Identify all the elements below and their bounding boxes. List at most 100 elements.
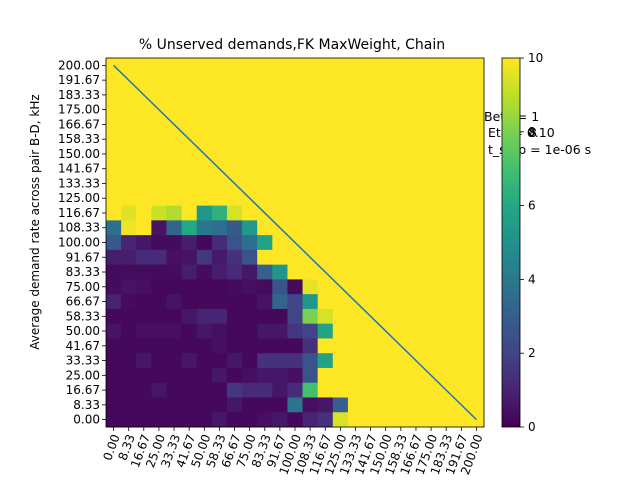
heatmap-cell <box>121 117 137 133</box>
heatmap-cell <box>106 279 122 295</box>
heatmap-cell <box>226 294 243 310</box>
heatmap-cell <box>181 367 198 384</box>
heatmap-cell <box>363 412 379 428</box>
heatmap-cell <box>408 190 424 206</box>
y-tick-label: 41.67 <box>66 339 100 353</box>
heatmap-cell <box>166 87 182 103</box>
heatmap-cell <box>408 249 424 266</box>
heatmap-cell <box>378 161 394 177</box>
heatmap-cell <box>453 353 470 369</box>
heatmap-cell <box>423 264 440 280</box>
heatmap-cell <box>136 323 152 339</box>
heatmap-cell <box>166 72 182 88</box>
heatmap-cell <box>393 205 409 221</box>
heatmap-cell <box>347 279 364 295</box>
heatmap-cell <box>393 58 409 74</box>
heatmap-cell <box>211 220 228 236</box>
heatmap-cell <box>317 397 334 413</box>
heatmap-cell <box>347 323 364 339</box>
heatmap-cell <box>347 146 364 162</box>
heatmap-cell <box>151 161 167 177</box>
heatmap-cell <box>302 190 319 206</box>
heatmap-cell <box>226 308 243 325</box>
heatmap-cell <box>347 102 364 118</box>
heatmap-cell <box>302 235 319 251</box>
heatmap-cell <box>317 323 334 339</box>
heatmap-cell <box>242 146 258 162</box>
heatmap-cell <box>181 382 198 398</box>
heatmap-cell <box>257 176 273 192</box>
heatmap-cell <box>347 338 364 354</box>
heatmap-cell <box>408 294 424 310</box>
heatmap-cell <box>468 367 485 384</box>
heatmap-cell <box>136 176 152 192</box>
heatmap-cell <box>272 131 288 147</box>
heatmap-cell <box>393 131 409 147</box>
heatmap-cell <box>378 294 394 310</box>
heatmap-cell <box>423 117 440 133</box>
heatmap-cell <box>468 294 485 310</box>
heatmap-cell <box>106 117 122 133</box>
heatmap-cell <box>408 279 424 295</box>
heatmap-cell <box>196 131 213 147</box>
heatmap-cell <box>453 102 470 118</box>
heatmap-cell <box>181 308 198 325</box>
heatmap-cell <box>347 235 364 251</box>
heatmap-cell <box>317 279 334 295</box>
heatmap-cell <box>121 264 137 280</box>
heatmap-cell <box>242 87 258 103</box>
heatmap-cell <box>378 205 394 221</box>
heatmap-cell <box>226 235 243 251</box>
heatmap-cell <box>211 264 228 280</box>
heatmap-cell <box>257 87 273 103</box>
heatmap-cell <box>136 397 152 413</box>
heatmap-cell <box>468 353 485 369</box>
heatmap-cell <box>151 249 167 266</box>
heatmap-cell <box>151 279 167 295</box>
heatmap-cell <box>453 308 470 325</box>
heatmap-cell <box>332 308 349 325</box>
heatmap-cell <box>136 190 152 206</box>
heatmap-cell <box>151 117 167 133</box>
heatmap-cell <box>317 87 334 103</box>
heatmap-cell <box>408 235 424 251</box>
heatmap-cell <box>166 412 182 428</box>
heatmap-cell <box>242 323 258 339</box>
heatmap-cell <box>423 382 440 398</box>
heatmap-cell <box>242 338 258 354</box>
heatmap-cell <box>166 279 182 295</box>
heatmap-cell <box>453 382 470 398</box>
y-tick-label: 100.00 <box>58 236 100 250</box>
y-tick-label: 0.00 <box>73 413 100 427</box>
heatmap-cell <box>408 412 424 428</box>
heatmap-cell <box>181 338 198 354</box>
heatmap-cell <box>181 235 198 251</box>
heatmap-cell <box>257 235 273 251</box>
heatmap-cell <box>257 146 273 162</box>
heatmap-cell <box>332 249 349 266</box>
heatmap-cell <box>181 220 198 236</box>
heatmap-cell <box>272 249 288 266</box>
heatmap-cell <box>423 338 440 354</box>
heatmap-cell <box>257 323 273 339</box>
heatmap-cell <box>166 102 182 118</box>
heatmap-cell <box>423 87 440 103</box>
heatmap-cell <box>378 131 394 147</box>
heatmap-cell <box>181 87 198 103</box>
heatmap-cell <box>287 176 303 192</box>
heatmap-cell <box>438 190 455 206</box>
heatmap-cell <box>257 367 273 384</box>
heatmap-cell <box>393 249 409 266</box>
heatmap-cell <box>317 367 334 384</box>
heatmap-cell <box>121 249 137 266</box>
heatmap-cell <box>332 412 349 428</box>
y-tick-label: 175.00 <box>58 103 100 117</box>
heatmap-cell <box>166 294 182 310</box>
heatmap-cell <box>196 161 213 177</box>
heatmap-cell <box>408 338 424 354</box>
heatmap-cell <box>196 338 213 354</box>
heatmap-cell <box>468 235 485 251</box>
heatmap-cell <box>363 117 379 133</box>
heatmap-cell <box>287 279 303 295</box>
heatmap-cell <box>166 176 182 192</box>
